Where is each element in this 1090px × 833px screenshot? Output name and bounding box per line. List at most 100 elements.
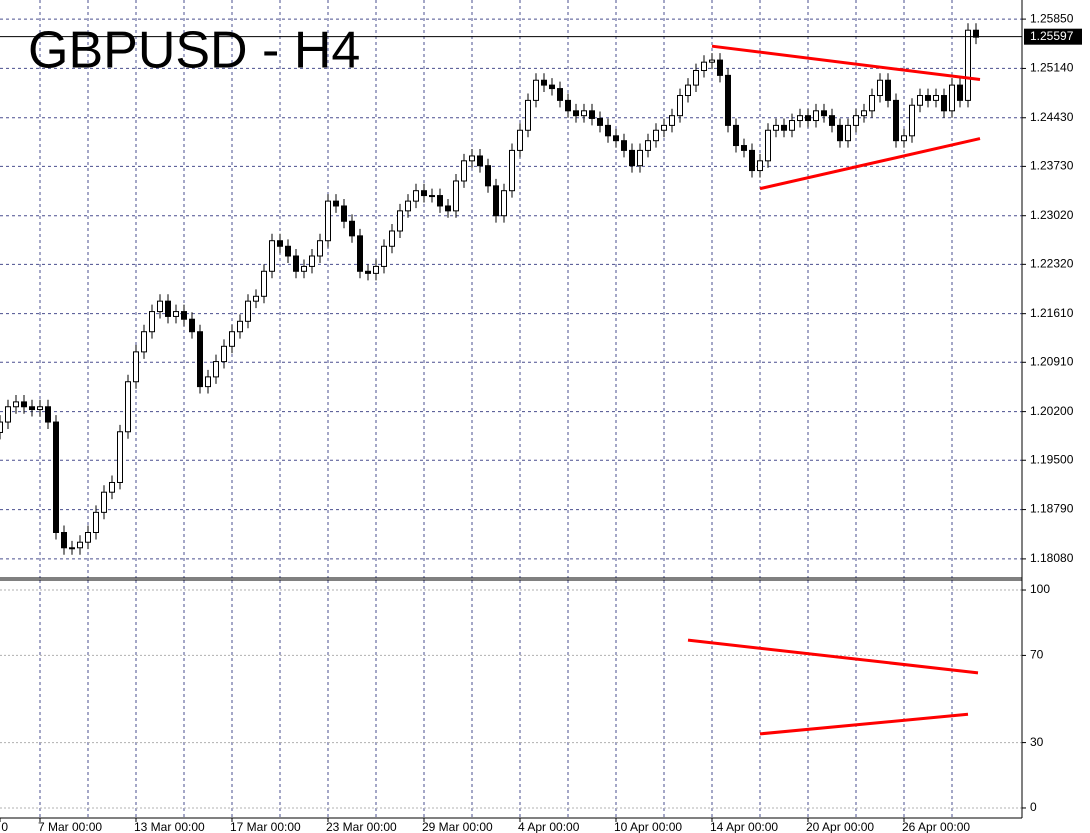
candle-body: [421, 190, 427, 197]
y-tick-label: 1.25140: [1030, 61, 1074, 75]
x-tick-label: 7 Mar 00:00: [38, 820, 102, 833]
price-panel: [0, 0, 1022, 578]
candle-body: [797, 115, 803, 122]
candle-body: [381, 245, 387, 267]
x-tick-label: 23 Mar 00:00: [326, 820, 397, 833]
candle-body: [341, 205, 347, 222]
candle-body: [293, 255, 299, 272]
candle-body: [941, 95, 947, 112]
candle-body: [909, 104, 915, 137]
candle-body: [605, 124, 611, 137]
candle-body: [789, 120, 795, 131]
x-tick-label: 4 Apr 00:00: [518, 820, 580, 833]
candle-body: [517, 129, 523, 151]
candle-body: [933, 95, 939, 101]
candle-body: [197, 331, 203, 388]
candle-body: [205, 376, 211, 388]
candle-body: [661, 124, 667, 131]
candle-body: [613, 135, 619, 142]
candle-body: [917, 95, 923, 106]
candle-body: [557, 88, 563, 101]
candle-body: [781, 124, 787, 131]
x-tick-label: 10 Apr 00:00: [614, 820, 682, 833]
x-tick-label: 14 Apr 00:00: [710, 820, 778, 833]
candle-body: [389, 230, 395, 247]
candle-body: [733, 124, 739, 147]
candle-body: [117, 431, 123, 483]
candle-body: [93, 511, 99, 533]
y-tick-label: 1.22320: [1030, 257, 1074, 271]
x-tick-label: 0: [1, 820, 8, 833]
candle-body: [253, 295, 259, 302]
candle-body: [301, 265, 307, 272]
candle-body: [245, 300, 251, 322]
candle-body: [861, 110, 867, 117]
last-price-box: [1024, 28, 1082, 45]
candle-body: [133, 351, 139, 383]
candle-body: [589, 110, 595, 119]
candle-body: [405, 200, 411, 212]
candle-body: [269, 240, 275, 272]
rsi-panel: [0, 580, 1022, 818]
y-tick-label: 1.23730: [1030, 159, 1074, 173]
y-tick-label: 1.21610: [1030, 306, 1074, 320]
axes: 0 7 Mar 00:00 13 Mar 00:00 17 Mar 00:00 23 M…: [0, 11, 1082, 833]
candle-body: [757, 160, 763, 172]
y-tick-label: 30: [1030, 735, 1044, 749]
candle-body: [357, 235, 363, 272]
candle-body: [957, 84, 963, 101]
candle-body: [61, 531, 67, 549]
candle-body: [845, 124, 851, 142]
candle-body: [637, 149, 643, 167]
y-tick-label: 0: [1030, 800, 1037, 814]
candle-body: [181, 311, 187, 320]
candle-body: [149, 311, 155, 333]
trendline: [759, 712, 969, 736]
candle-body: [853, 115, 859, 126]
candle-body: [693, 70, 699, 86]
candle-body: [349, 220, 355, 237]
candle-body: [437, 195, 443, 207]
candle-body: [213, 361, 219, 378]
candle-body: [773, 124, 779, 131]
candle-body: [477, 155, 483, 167]
candle-body: [85, 531, 91, 543]
y-tick-label: 1.19500: [1030, 452, 1074, 466]
candle-body: [813, 110, 819, 122]
candle-body: [45, 406, 51, 423]
candle-body: [141, 331, 147, 353]
candle-body: [493, 185, 499, 217]
chart-title: GBPUSD - H4: [28, 22, 360, 80]
candle-body: [285, 245, 291, 257]
candle-body: [629, 149, 635, 167]
candle-body: [765, 129, 771, 162]
candle-body: [445, 205, 451, 212]
candle-body: [925, 95, 931, 101]
candle-body: [621, 140, 627, 151]
candle-body: [277, 240, 283, 247]
candle-body: [965, 29, 971, 101]
candle-body: [709, 59, 715, 63]
candle-body: [365, 270, 371, 274]
candle-body: [53, 421, 59, 533]
candle-body: [677, 95, 683, 117]
candle-body: [125, 381, 131, 433]
candle-body: [597, 117, 603, 126]
candle-body: [77, 541, 83, 549]
y-tick-label: 1.23020: [1030, 208, 1074, 222]
candle-body: [469, 155, 475, 162]
x-tick-label: 20 Apr 00:00: [806, 820, 874, 833]
candle-body: [173, 311, 179, 317]
candle-body: [869, 95, 875, 112]
candle-body: [805, 115, 811, 122]
candle-body: [397, 210, 403, 232]
candle-body: [69, 547, 75, 550]
x-tick-label: 26 Apr 00:00: [902, 820, 970, 833]
candle-body: [229, 331, 235, 347]
candle-body: [413, 190, 419, 202]
candle-body: [189, 318, 195, 333]
y-tick-label: 1.20910: [1030, 354, 1074, 368]
candle-body: [109, 481, 115, 493]
